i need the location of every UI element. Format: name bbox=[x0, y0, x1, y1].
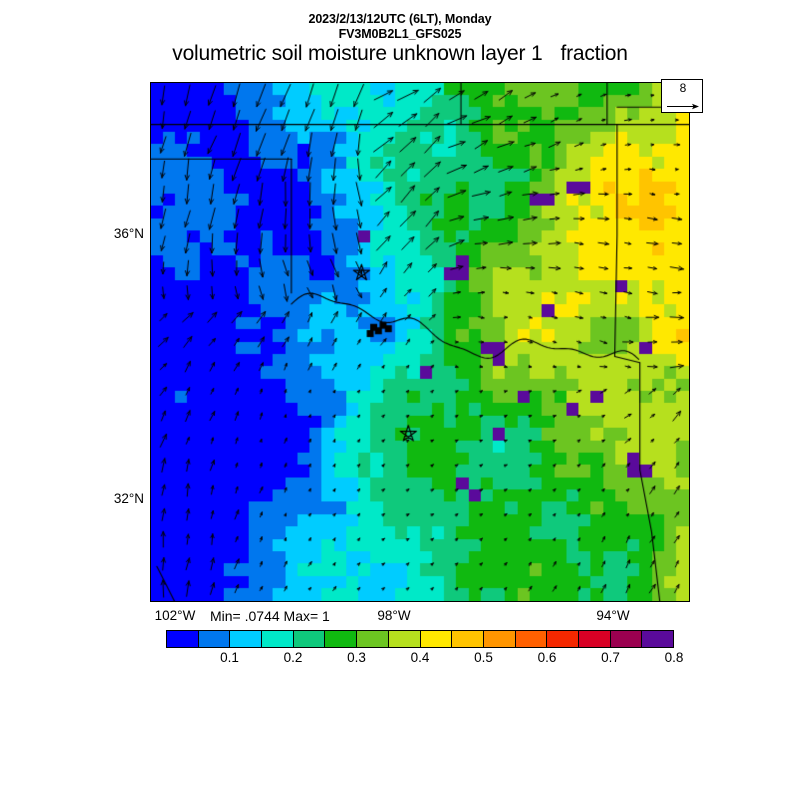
colorbar-segment bbox=[388, 631, 421, 647]
colorbar-tick-label: 0.2 bbox=[283, 650, 303, 665]
colorbar-tick-label: 0.7 bbox=[601, 650, 620, 665]
colorbar-segment bbox=[642, 631, 673, 647]
colorbar-tick-label: 0.3 bbox=[347, 650, 366, 665]
lon-tick-94w: 94°W bbox=[596, 608, 630, 623]
title-main-row: volumetric soil moisture unknown layer 1… bbox=[0, 42, 800, 66]
colorbar-tick-label: 0.1 bbox=[220, 650, 239, 665]
right-arrow-icon bbox=[667, 103, 699, 110]
title-model-line: FV3M0B2L1_GFS025 bbox=[338, 27, 462, 41]
colorbar-segment bbox=[262, 631, 294, 647]
page-title: volumetric soil moisture unknown layer 1 bbox=[172, 42, 543, 65]
map-plot-area[interactable] bbox=[150, 82, 690, 602]
colorbar-segment bbox=[325, 631, 358, 647]
colorbar-segment bbox=[515, 631, 548, 647]
colorbar-segment bbox=[357, 631, 389, 647]
title-date-line: 2023/2/13/12UTC (6LT), Monday bbox=[308, 12, 492, 26]
colorbar-segment bbox=[420, 631, 453, 647]
lon-tick-98w: 98°W bbox=[377, 608, 411, 623]
colorbar-segment bbox=[578, 631, 611, 647]
colorbar-segment bbox=[167, 631, 199, 647]
reference-vector-key: 8 bbox=[661, 79, 703, 113]
reference-vector-value: 8 bbox=[679, 81, 687, 95]
minmax-statistics-label: Min= .0744 Max= 1 bbox=[210, 608, 330, 624]
colorbar-tick-label: 0.6 bbox=[537, 650, 557, 665]
lat-tick-36n: 36°N bbox=[113, 226, 144, 241]
colorbar-segment bbox=[198, 631, 231, 647]
lon-tick-102w: 102°W bbox=[154, 608, 196, 623]
colorbar-tick-label: 0.5 bbox=[474, 650, 493, 665]
colorbar-segments[interactable] bbox=[166, 630, 674, 648]
colorbar[interactable] bbox=[166, 630, 674, 648]
colorbar-tick-labels: 0.1 0.2 0.3 0.4 0.5 0.6 0.7 0.8 bbox=[166, 650, 683, 668]
lat-tick-32n: 32°N bbox=[113, 491, 144, 506]
colorbar-segment bbox=[547, 631, 579, 647]
colorbar-segment bbox=[452, 631, 484, 647]
colorbar-tick-label: 0.4 bbox=[410, 650, 430, 665]
units-label: fraction bbox=[560, 42, 628, 65]
colorbar-segment bbox=[610, 631, 643, 647]
colorbar-segment bbox=[483, 631, 516, 647]
colorbar-segment bbox=[230, 631, 263, 647]
colorbar-tick-label: 0.8 bbox=[664, 650, 684, 665]
colorbar-segment bbox=[293, 631, 326, 647]
map-overlay-borders-vectors bbox=[151, 83, 689, 601]
